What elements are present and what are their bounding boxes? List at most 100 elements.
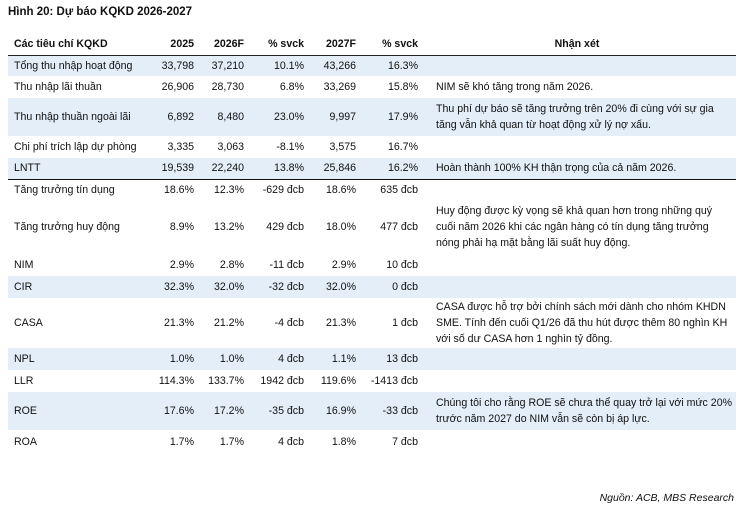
growth-2027-cell: 15.8% [387,80,418,93]
comment-cell [422,55,736,76]
growth-2026-cell: 23.0% [248,97,308,136]
criteria-cell: ROE [8,391,156,430]
value-2025-cell: 114.3% [158,374,194,387]
comment-cell [422,275,736,298]
value-2027f-cell: 43,266 [308,55,360,76]
value-2026f-cell: 133.7% [208,374,244,387]
table-row: ROA 1.7% 1.7% 4 đcb 1.8% 7 đcb [8,430,736,454]
comment-cell [422,430,736,454]
value-2025-cell: 26,906 [161,80,194,93]
growth-2027-cell: -1413 đcb [370,374,418,387]
source-note: Nguồn: ACB, MBS Research [599,492,734,504]
value-2026f-cell: 28,730 [211,80,244,93]
table-row: CIR 32.3% 32.0% -32 đcb 32.0% 0 đcb [8,275,736,298]
comment-cell [422,370,736,392]
value-2027f-cell: 21.3% [325,316,356,329]
value-2026f-cell: 13.2% [213,220,244,233]
value-2027f-cell: 16.9% [308,391,360,430]
value-2027f-cell: 119.6% [320,374,356,387]
value-2027f-cell: 32.0% [308,275,360,298]
growth-2026-cell: 6.8% [279,80,304,93]
criteria-cell: Chi phí trích lập dự phòng [14,140,137,153]
forecast-table: Các tiêu chí KQKD 2025 2026F % svck 2027… [8,33,736,454]
table-row: Chi phí trích lập dự phòng 3,335 3,063 -8.1… [8,136,736,158]
value-2025-cell: 21.3% [163,316,194,329]
value-2026f-cell: 1.7% [219,435,244,448]
value-2026f-cell: 17.2% [198,391,248,430]
growth-2027-cell: 16.2% [360,157,422,180]
growth-2027-cell: 7 đcb [392,435,418,448]
comment-cell: Chúng tôi cho rằng ROE sẽ chưa thể quay … [422,391,736,430]
header-2027f: 2027F [308,33,360,56]
growth-2027-cell: 635 đcb [380,183,418,196]
criteria-cell: CASA [14,316,43,329]
growth-2026-cell: 13.8% [248,157,308,180]
value-2026f-cell: 32.0% [198,275,248,298]
header-row: Các tiêu chí KQKD 2025 2026F % svck 2027… [8,33,736,56]
growth-2027-cell: 10 đcb [386,258,418,271]
table-row: Thu nhập thuần ngoài lãi 6,892 8,480 23.0% 9… [8,97,736,136]
criteria-cell: CIR [8,275,156,298]
growth-2026-cell: -4 đcb [274,316,304,329]
criteria-cell: ROA [14,435,37,448]
value-2027f-cell: 3,575 [329,140,356,153]
growth-2026-cell: -629 đcb [262,183,304,196]
value-2027f-cell: 18.0% [325,220,356,233]
value-2026f-cell: 21.2% [213,316,244,329]
comment-cell [422,136,736,158]
comment-cell: CASA được hỗ trợ bởi chính sách mới dành… [436,300,728,345]
value-2026f-cell: 12.3% [213,183,244,196]
growth-2026-cell: 1942 đcb [260,374,304,387]
growth-2027-cell: 13 đcb [360,347,422,370]
value-2027f-cell: 1.8% [331,435,356,448]
table-row: NPL 1.0% 1.0% 4 đcb 1.1% 13 đcb [8,347,736,370]
growth-2027-cell: 477 đcb [380,220,418,233]
growth-2026-cell: 4 đcb [278,435,304,448]
comment-cell: Huy động được kỳ vọng sẽ khả quan hơn tr… [436,204,713,249]
table-row: Thu nhập lãi thuần 26,906 28,730 6.8% 33,269… [8,76,736,98]
criteria-cell: Thu nhập lãi thuần [14,80,102,93]
value-2025-cell: 3,335 [167,140,194,153]
growth-2027-cell: 16.7% [387,140,418,153]
value-2027f-cell: 18.6% [325,183,356,196]
growth-2026-cell: 429 đcb [266,220,304,233]
value-2027f-cell: 2.9% [331,258,356,271]
table-row: CASA 21.3% 21.2% -4 đcb 21.3% 1 đcb CASA được … [8,298,736,348]
header-2026f: 2026F [198,33,248,56]
comment-cell [422,347,736,370]
value-2027f-cell: 1.1% [308,347,360,370]
growth-2027-cell: -33 đcb [360,391,422,430]
table-row: Tăng trưởng tín dụng 18.6% 12.3% -629 đcb 18… [8,180,736,200]
growth-2026-cell: 4 đcb [248,347,308,370]
growth-2027-cell: 1 đcb [392,316,418,329]
header-criteria: Các tiêu chí KQKD [8,33,156,56]
value-2027f-cell: 33,269 [323,80,356,93]
comment-cell: Hoàn thành 100% KH thận trọng của cả năm… [422,157,736,180]
criteria-cell: Thu nhập thuần ngoài lãi [8,97,156,136]
comment-cell [422,254,736,276]
growth-2026-cell: -8.1% [276,140,304,153]
comment-cell: Thu phí dự báo sẽ tăng trưởng trên 20% đ… [422,97,736,136]
growth-2026-cell: -32 đcb [248,275,308,298]
value-2025-cell: 32.3% [156,275,198,298]
criteria-cell: Tăng trưởng tín dụng [14,183,115,196]
value-2025-cell: 1.7% [169,435,194,448]
value-2027f-cell: 9,997 [308,97,360,136]
value-2025-cell: 2.9% [169,258,194,271]
growth-2026-cell: -35 đcb [248,391,308,430]
header-growth-2026: % svck [248,33,308,56]
table-row: NIM 2.9% 2.8% -11 đcb 2.9% 10 đcb [8,254,736,276]
figure-title: Hình 20: Dự báo KQKD 2026-2027 [8,6,193,18]
value-2026f-cell: 3,063 [217,140,244,153]
criteria-cell: NIM [14,258,34,271]
table-row: Tăng trưởng huy động 8.9% 13.2% 429 đcb 18.0… [8,200,736,254]
criteria-cell: LLR [14,374,34,387]
value-2025-cell: 33,798 [156,55,198,76]
comment-cell [422,180,736,200]
value-2025-cell: 8.9% [169,220,194,233]
header-2025: 2025 [156,33,198,56]
value-2026f-cell: 37,210 [198,55,248,76]
criteria-cell: Tổng thu nhập hoạt động [8,55,156,76]
value-2026f-cell: 8,480 [198,97,248,136]
value-2025-cell: 17.6% [156,391,198,430]
